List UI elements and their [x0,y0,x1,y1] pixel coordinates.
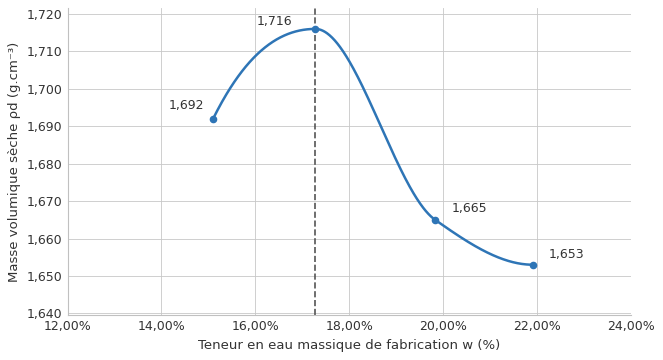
Y-axis label: Masse volumique sèche ρd (g.cm⁻³): Masse volumique sèche ρd (g.cm⁻³) [9,42,21,282]
X-axis label: Teneur en eau massique de fabrication w (%): Teneur en eau massique de fabrication w … [198,339,501,352]
Text: 1,716: 1,716 [257,15,292,28]
Text: 1,665: 1,665 [452,202,487,215]
Point [527,262,538,267]
Point [430,217,440,223]
Text: 1,692: 1,692 [168,99,204,112]
Point [310,26,321,32]
Point [208,116,218,122]
Text: 1,653: 1,653 [549,248,585,261]
